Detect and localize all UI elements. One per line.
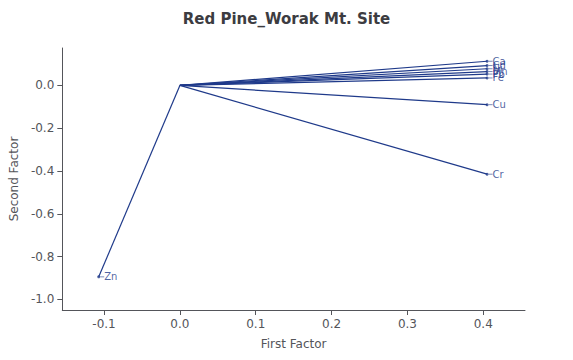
svg-text:-0.8: -0.8	[31, 250, 54, 264]
svg-text:Cr: Cr	[493, 169, 505, 180]
svg-text:0.2: 0.2	[322, 317, 341, 331]
svg-text:Ca: Ca	[493, 56, 506, 67]
svg-text:-0.1: -0.1	[92, 317, 115, 331]
svg-text:First Factor: First Factor	[261, 337, 327, 351]
svg-text:0.4: 0.4	[474, 317, 493, 331]
svg-text:Zn: Zn	[104, 271, 117, 282]
svg-text:0.0: 0.0	[35, 78, 54, 92]
svg-text:0.3: 0.3	[398, 317, 417, 331]
svg-text:0.1: 0.1	[246, 317, 265, 331]
svg-text:Second Factor: Second Factor	[7, 137, 21, 222]
svg-text:-0.6: -0.6	[31, 207, 54, 221]
svg-text:-1.0: -1.0	[31, 292, 54, 306]
svg-text:-0.4: -0.4	[31, 164, 54, 178]
svg-text:Cu: Cu	[493, 99, 506, 110]
svg-text:-0.2: -0.2	[31, 121, 54, 135]
svg-text:0.0: 0.0	[170, 317, 189, 331]
svg-text:Red Pine_Worak Mt. Site: Red Pine_Worak Mt. Site	[183, 10, 391, 28]
